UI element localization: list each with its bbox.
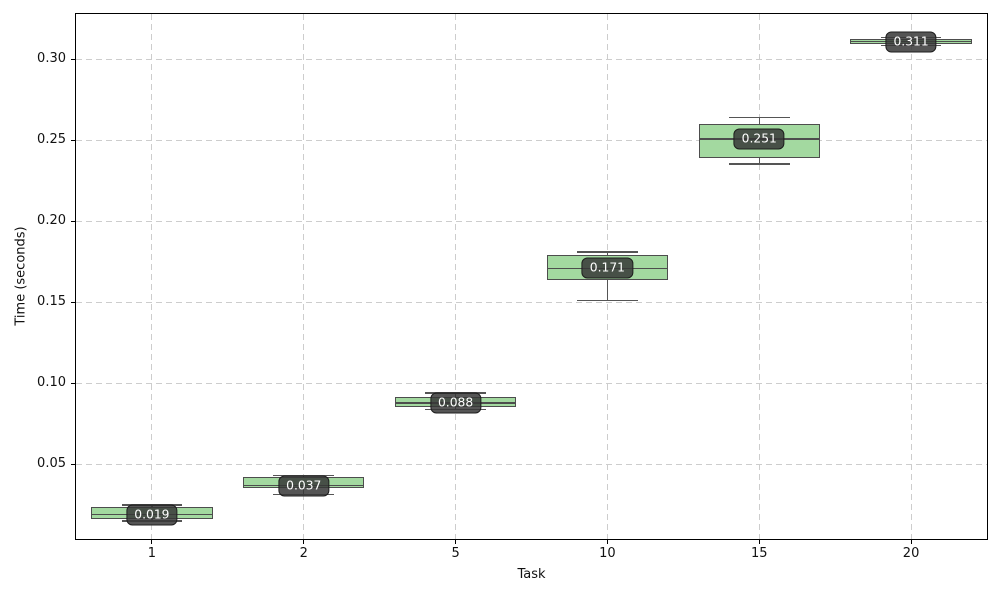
x-tick-label: 1 (147, 546, 157, 561)
median-annotation: 0.311 (885, 31, 937, 53)
y-tick-mark (71, 139, 75, 141)
v-gridline (910, 14, 912, 539)
boxplot-group-2: 0.037 (76, 14, 987, 539)
h-gridline (76, 301, 987, 303)
median-annotation: 0.088 (429, 392, 482, 414)
y-tick-mark (71, 220, 75, 222)
whisker-upper (606, 252, 609, 256)
h-gridline (76, 220, 987, 222)
boxplot-group-5: 0.088 (76, 14, 987, 539)
v-gridline (151, 14, 153, 539)
whisker-cap-lower (577, 300, 638, 302)
median-annotation: 0.037 (278, 475, 330, 497)
y-tick-mark (71, 301, 75, 303)
h-gridline (76, 463, 987, 465)
h-gridline (76, 139, 987, 141)
median-annotation: 0.251 (733, 128, 785, 150)
whisker-lower (606, 279, 609, 301)
x-tick-label: 15 (750, 546, 768, 561)
x-tick-label: 20 (902, 546, 920, 561)
x-tick-mark (303, 540, 305, 544)
v-gridline (455, 14, 457, 539)
median-annotation: 0.019 (126, 504, 178, 526)
y-tick-label: 0.05 (37, 456, 66, 472)
x-tick-mark (151, 540, 153, 544)
h-gridline (76, 58, 987, 60)
x-axis-label: Task (517, 567, 546, 582)
boxplot-group-10: 0.171 (76, 14, 987, 539)
v-gridline (758, 14, 760, 539)
h-gridline (76, 382, 987, 384)
y-axis-label: Time (seconds) (13, 226, 29, 326)
plot-area: 0.019 0.037 0.088 0.171 0.251 0.311 (75, 13, 988, 540)
boxplot-group-15: 0.251 (76, 14, 987, 539)
x-tick-label: 2 (299, 546, 308, 561)
whisker-cap-lower (728, 163, 790, 165)
x-tick-mark (758, 540, 760, 544)
whisker-lower (758, 158, 760, 164)
whisker-cap-upper (577, 251, 638, 253)
x-tick-mark (910, 540, 912, 544)
y-tick-label: 0.25 (37, 132, 66, 148)
y-tick-mark (71, 58, 75, 60)
y-tick-mark (71, 463, 75, 465)
median-annotation: 0.171 (581, 257, 634, 279)
x-tick-mark (606, 540, 608, 544)
boxplot-group-1: 0.019 (76, 14, 987, 539)
whisker-upper (758, 117, 760, 125)
y-tick-label: 0.20 (37, 213, 66, 229)
v-gridline (303, 14, 305, 539)
x-tick-label: 10 (599, 546, 616, 561)
whisker-cap-upper (728, 117, 790, 119)
x-tick-mark (455, 540, 457, 544)
y-tick-label: 0.10 (37, 375, 66, 391)
y-tick-label: 0.30 (37, 51, 66, 67)
y-tick-mark (71, 382, 75, 384)
y-tick-label: 0.15 (37, 294, 66, 310)
x-tick-label: 5 (451, 546, 460, 561)
boxplot-group-20: 0.311 (76, 14, 987, 539)
